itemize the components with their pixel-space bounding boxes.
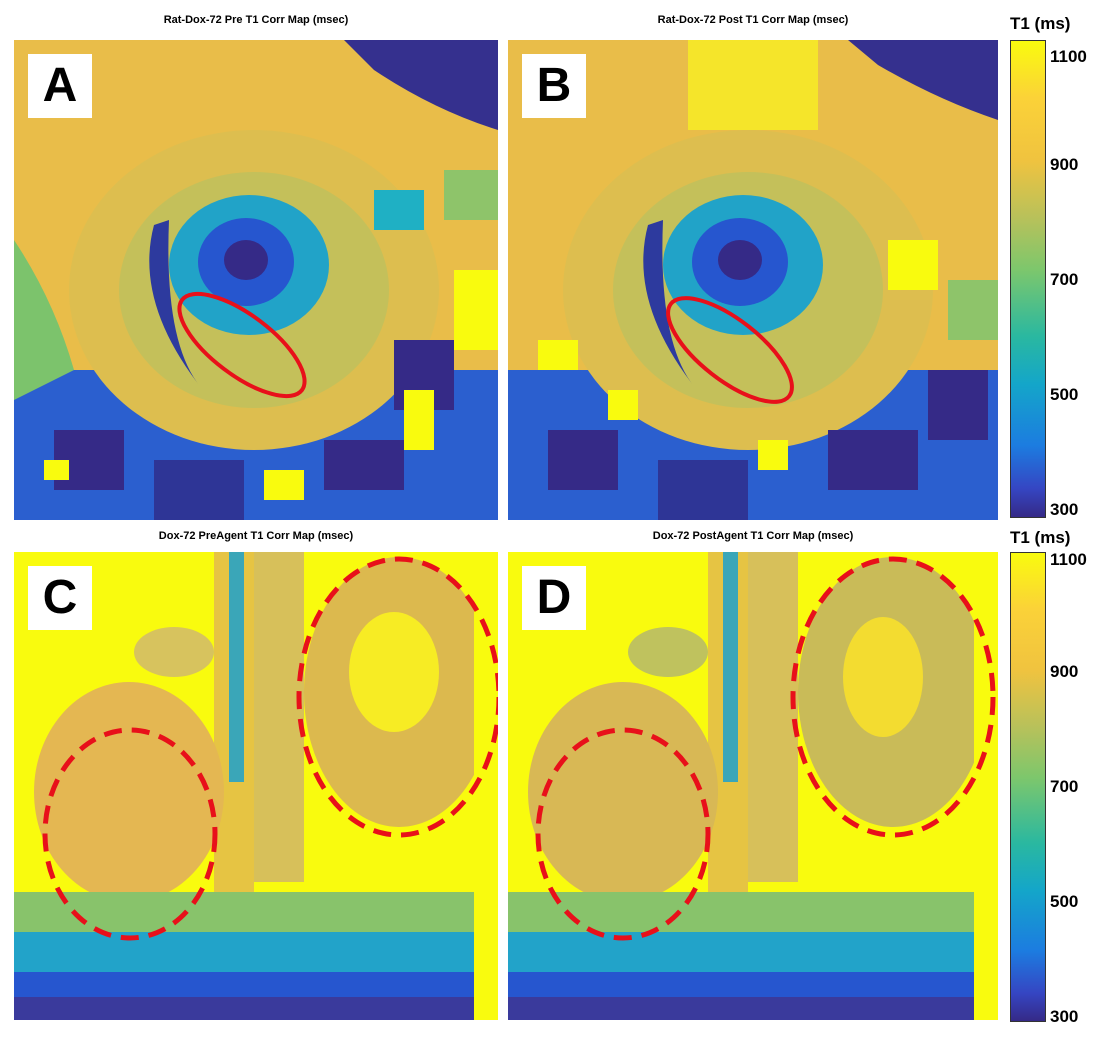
panel-b-title: Rat-Dox-72 Post T1 Corr Map (msec) <box>657 14 849 26</box>
panel-c-title: Dox-72 PreAgent T1 Corr Map (msec) <box>158 530 354 542</box>
panel-b-letter: B <box>522 54 586 118</box>
colorbar-top-tick: 300 <box>1050 500 1079 519</box>
colorbar-bottom-tick: 1100 <box>1050 550 1087 569</box>
colorbar-top-tick: 700 <box>1050 270 1079 289</box>
colorbar-bottom-tick: 300 <box>1050 1007 1079 1026</box>
colorbar-bottom-title: T1 (ms) <box>1010 528 1071 547</box>
panel-d-image <box>508 552 998 1020</box>
colorbar-bottom-tick: 700 <box>1050 777 1079 796</box>
panel-c-kidney-map: C <box>14 552 498 1020</box>
panel-d-letter: D <box>522 566 586 630</box>
colorbar-top-tick: 1100 <box>1050 47 1087 66</box>
colorbar-top-tick: 500 <box>1050 385 1079 404</box>
panel-c-right-kidney-roi <box>296 556 498 838</box>
colorbar-top-title: T1 (ms) <box>1010 14 1071 33</box>
panel-b-roi-ellipse <box>666 296 794 404</box>
colorbar-bottom <box>1010 552 1046 1022</box>
panel-c-letter: C <box>28 566 92 630</box>
panel-d-left-kidney-roi <box>535 727 711 941</box>
panel-d-kidney-map: D <box>508 552 998 1020</box>
panel-b-image <box>508 40 998 520</box>
panel-a-title: Rat-Dox-72 Pre T1 Corr Map (msec) <box>163 14 349 26</box>
colorbar-bottom-tick: 900 <box>1050 662 1079 681</box>
colorbar-top <box>1010 40 1046 518</box>
panel-c-image <box>14 552 498 1020</box>
colorbar-bottom-tick: 500 <box>1050 892 1079 911</box>
panel-a-heart-map: A <box>14 40 498 520</box>
panel-a-roi-ellipse <box>177 291 307 399</box>
panel-a-letter: A <box>28 54 92 118</box>
panel-d-right-kidney-roi <box>790 556 996 838</box>
panel-d-title: Dox-72 PostAgent T1 Corr Map (msec) <box>652 530 854 542</box>
colorbar-top-tick: 900 <box>1050 155 1079 174</box>
panel-c-left-kidney-roi <box>42 727 218 941</box>
panel-b-heart-map: B <box>508 40 998 520</box>
panel-a-image <box>14 40 498 520</box>
